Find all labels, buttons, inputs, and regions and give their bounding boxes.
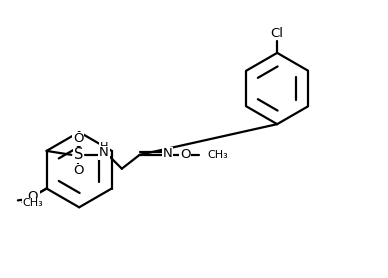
Text: N: N	[99, 146, 109, 159]
Text: CH₃: CH₃	[23, 198, 43, 208]
Text: N: N	[163, 147, 172, 160]
Text: CH₃: CH₃	[207, 150, 228, 160]
Text: O: O	[73, 133, 83, 145]
Text: O: O	[28, 190, 38, 203]
Text: O: O	[73, 164, 83, 177]
Text: Cl: Cl	[271, 27, 284, 39]
Text: H: H	[100, 142, 108, 152]
Text: O: O	[29, 188, 39, 201]
Text: O: O	[180, 148, 191, 161]
Text: S: S	[74, 147, 83, 162]
